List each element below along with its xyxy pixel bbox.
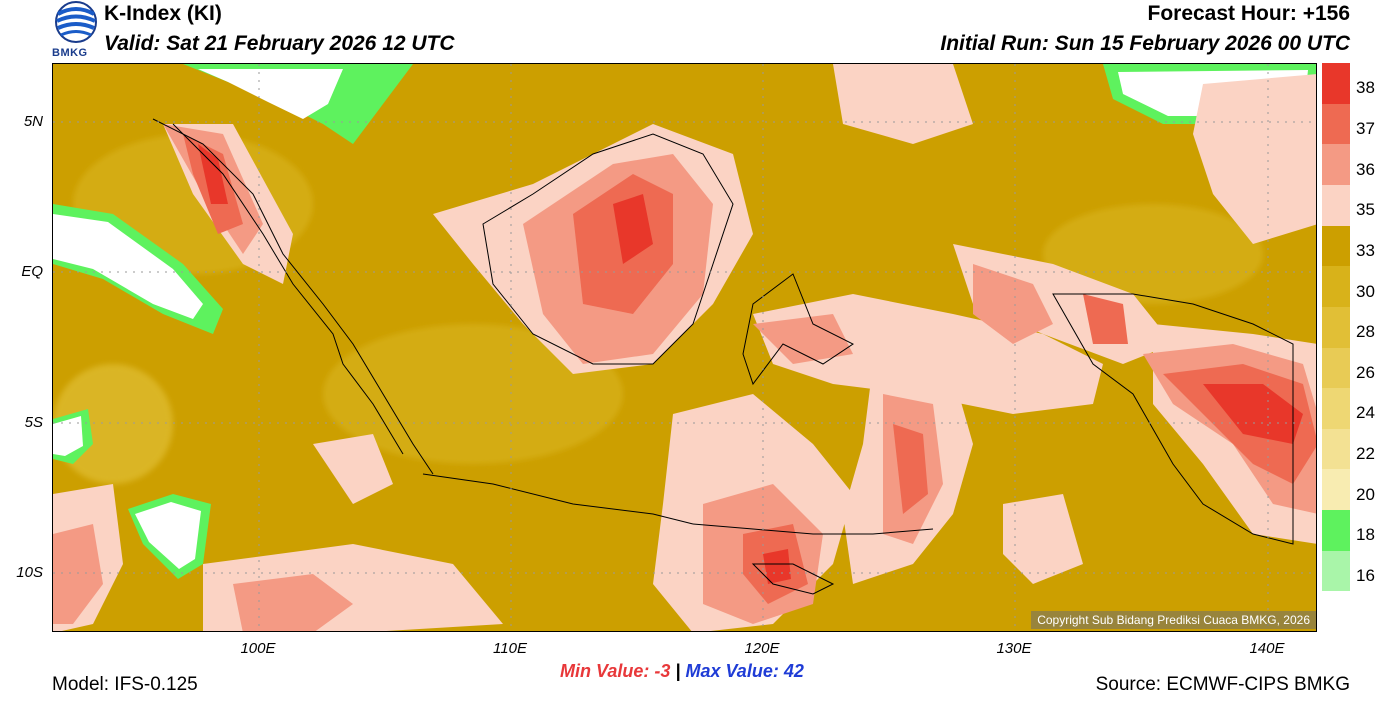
colorbar-swatch: [1322, 184, 1350, 227]
colorbar-swatch: [1322, 591, 1350, 633]
colorbar-swatch: [1322, 347, 1350, 389]
lat-label-eq: EQ: [21, 263, 43, 280]
colorbar-swatch: [1322, 103, 1350, 145]
logo-text: BMKG: [52, 47, 88, 59]
bmkg-logo: [52, 0, 100, 62]
colorbar-swatch: [1322, 225, 1350, 267]
copyright-notice: Copyright Sub Bidang Prediksi Cuaca BMKG…: [1031, 611, 1316, 629]
lon-label-130e: 130E: [996, 640, 1032, 657]
lon-label-120e: 120E: [744, 640, 780, 657]
colorbar-swatch: [1322, 306, 1350, 348]
coastlines: [152, 118, 1294, 595]
valid-time: Valid: Sat 21 February 2026 12 UTC: [104, 32, 455, 55]
colorbar-label: 36: [1356, 159, 1375, 179]
colorbar-label: 28: [1356, 322, 1375, 342]
colorbar-swatch: [1322, 510, 1350, 552]
lat-label-5s: 5S: [24, 414, 43, 431]
colorbar-swatch: [1322, 469, 1350, 511]
k-index-map: [52, 63, 1317, 632]
colorbar-swatch: [1322, 266, 1350, 308]
min-max-values: Min Value: -3 | Max Value: 42: [560, 661, 804, 682]
colorbar-label: 22: [1356, 444, 1375, 464]
map-canvas: [53, 64, 1316, 631]
source-label: Source: ECMWF-CIPS BMKG: [1095, 674, 1350, 695]
model-label: Model: IFS-0.125: [52, 674, 198, 695]
max-value: 42: [783, 661, 804, 681]
colorbar-swatch: [1322, 550, 1350, 592]
initial-run: Initial Run: Sun 15 February 2026 00 UTC: [940, 32, 1350, 55]
dark-red-areas: [198, 144, 1303, 584]
colorbar-label: 24: [1356, 403, 1375, 423]
lon-label-110e: 110E: [493, 640, 527, 657]
min-value: -3: [654, 661, 671, 681]
bmkg-logo-icon: [55, 1, 97, 43]
max-value-label: Max Value:: [685, 661, 779, 681]
colorbar-label: 35: [1356, 200, 1375, 220]
colorbar-swatch: [1322, 428, 1350, 470]
colorbar-swatch: [1322, 63, 1350, 105]
min-value-label: Min Value:: [560, 661, 650, 681]
forecast-hour: Forecast Hour: +156: [1147, 2, 1351, 25]
colorbar: [1322, 63, 1350, 633]
colorbar-label: 38: [1356, 78, 1375, 98]
lat-label-5n: 5N: [23, 113, 43, 130]
graticule: [53, 64, 1316, 631]
lat-label-10s: 10S: [16, 564, 43, 581]
colorbar-label: 26: [1356, 362, 1375, 382]
lon-label-140e: 140E: [1249, 640, 1285, 657]
colorbar-label: 37: [1356, 118, 1375, 138]
colorbar-swatch: [1322, 388, 1350, 430]
chart-title: K-Index (KI): [104, 2, 222, 25]
colorbar-label: 20: [1356, 484, 1375, 504]
colorbar-label: 16: [1356, 566, 1375, 586]
colorbar-label: 30: [1356, 281, 1375, 301]
colorbar-label: 18: [1356, 525, 1375, 545]
value-separator: |: [675, 661, 681, 681]
colorbar-swatch: [1322, 144, 1350, 186]
colorbar-label: 33: [1356, 240, 1375, 260]
lon-label-100e: 100E: [240, 640, 276, 657]
